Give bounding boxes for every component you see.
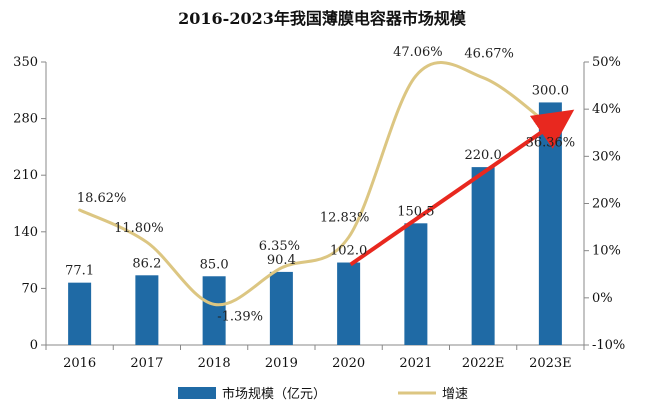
bars-layer <box>68 102 562 345</box>
growth-rate-label: 6.35% <box>259 239 300 254</box>
growth-rate-label: 36.36% <box>526 135 576 150</box>
right-tick-label: 0% <box>592 291 613 306</box>
right-tick-label: 40% <box>592 102 621 117</box>
x-tick-label: 2021 <box>399 356 432 371</box>
right-tick-label: 20% <box>592 197 621 212</box>
growth-line <box>78 61 552 307</box>
trend-arrow-layer <box>349 109 575 267</box>
trend-arrow <box>349 109 575 267</box>
right-tick-label: 50% <box>592 55 621 70</box>
x-tick-label: 2023E <box>529 356 572 371</box>
bar-value-label: 85.0 <box>200 257 229 272</box>
left-tick-label: 140 <box>13 225 38 240</box>
growth-rate-label: 47.06% <box>393 45 443 60</box>
bar-value-label: 150.5 <box>397 204 434 219</box>
x-tick-label: 2022E <box>462 356 505 371</box>
left-tick-label: 280 <box>13 112 38 127</box>
legend: 市场规模（亿元） 增速 <box>178 386 468 402</box>
bar <box>538 102 562 345</box>
bar <box>269 271 293 345</box>
x-tick-label: 2019 <box>265 356 298 371</box>
bar <box>135 275 159 345</box>
growth-rate-label: 46.67% <box>464 47 514 62</box>
x-tick-label: 2016 <box>63 356 96 371</box>
x-tick-label: 2018 <box>198 356 231 371</box>
chart-title: 2016-2023年我国薄膜电容器市场规模 <box>178 9 467 28</box>
data-labels-layer: 77.1 86.2 85.0 90.4 102.0 150.5 220.0 300.0 18.6… <box>65 45 575 325</box>
axes-layer: 0 70 140 210 280 350 -10% 0% 10% 20% 30% 40% 50% 2016… <box>13 55 625 371</box>
x-tick-label: 2017 <box>130 356 163 371</box>
x-tick-label: 2020 <box>332 356 365 371</box>
legend-swatch-bar <box>178 387 216 399</box>
bar-value-label: 300.0 <box>532 83 569 98</box>
bar <box>68 282 92 345</box>
bar <box>202 276 226 345</box>
legend-label-bar: 市场规模（亿元） <box>222 386 326 402</box>
left-tick-label: 350 <box>13 55 38 70</box>
left-tick-label: 210 <box>13 168 38 183</box>
growth-rate-label: 12.83% <box>320 210 370 225</box>
bar-value-label: 77.1 <box>65 264 94 279</box>
bar-value-label: 220.0 <box>465 148 502 163</box>
bar-value-label: 90.4 <box>267 253 296 268</box>
left-tick-label: 0 <box>30 338 38 353</box>
growth-rate-label: -1.39% <box>217 309 263 324</box>
right-tick-label: -10% <box>592 338 625 353</box>
left-tick-label: 70 <box>21 281 38 296</box>
bar <box>471 167 495 345</box>
legend-label-line: 增速 <box>442 387 468 402</box>
right-tick-label: 30% <box>592 149 621 164</box>
bar-value-label: 102.0 <box>330 244 367 259</box>
bar <box>404 223 428 345</box>
growth-rate-label: 18.62% <box>77 191 127 206</box>
growth-rate-label: 11.80% <box>114 221 164 236</box>
growth-line-layer <box>78 61 552 307</box>
bar <box>337 262 361 345</box>
bar-value-label: 86.2 <box>132 256 161 271</box>
right-tick-label: 10% <box>592 244 621 259</box>
